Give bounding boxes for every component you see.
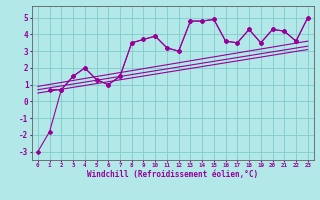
X-axis label: Windchill (Refroidissement éolien,°C): Windchill (Refroidissement éolien,°C) [87, 170, 258, 179]
